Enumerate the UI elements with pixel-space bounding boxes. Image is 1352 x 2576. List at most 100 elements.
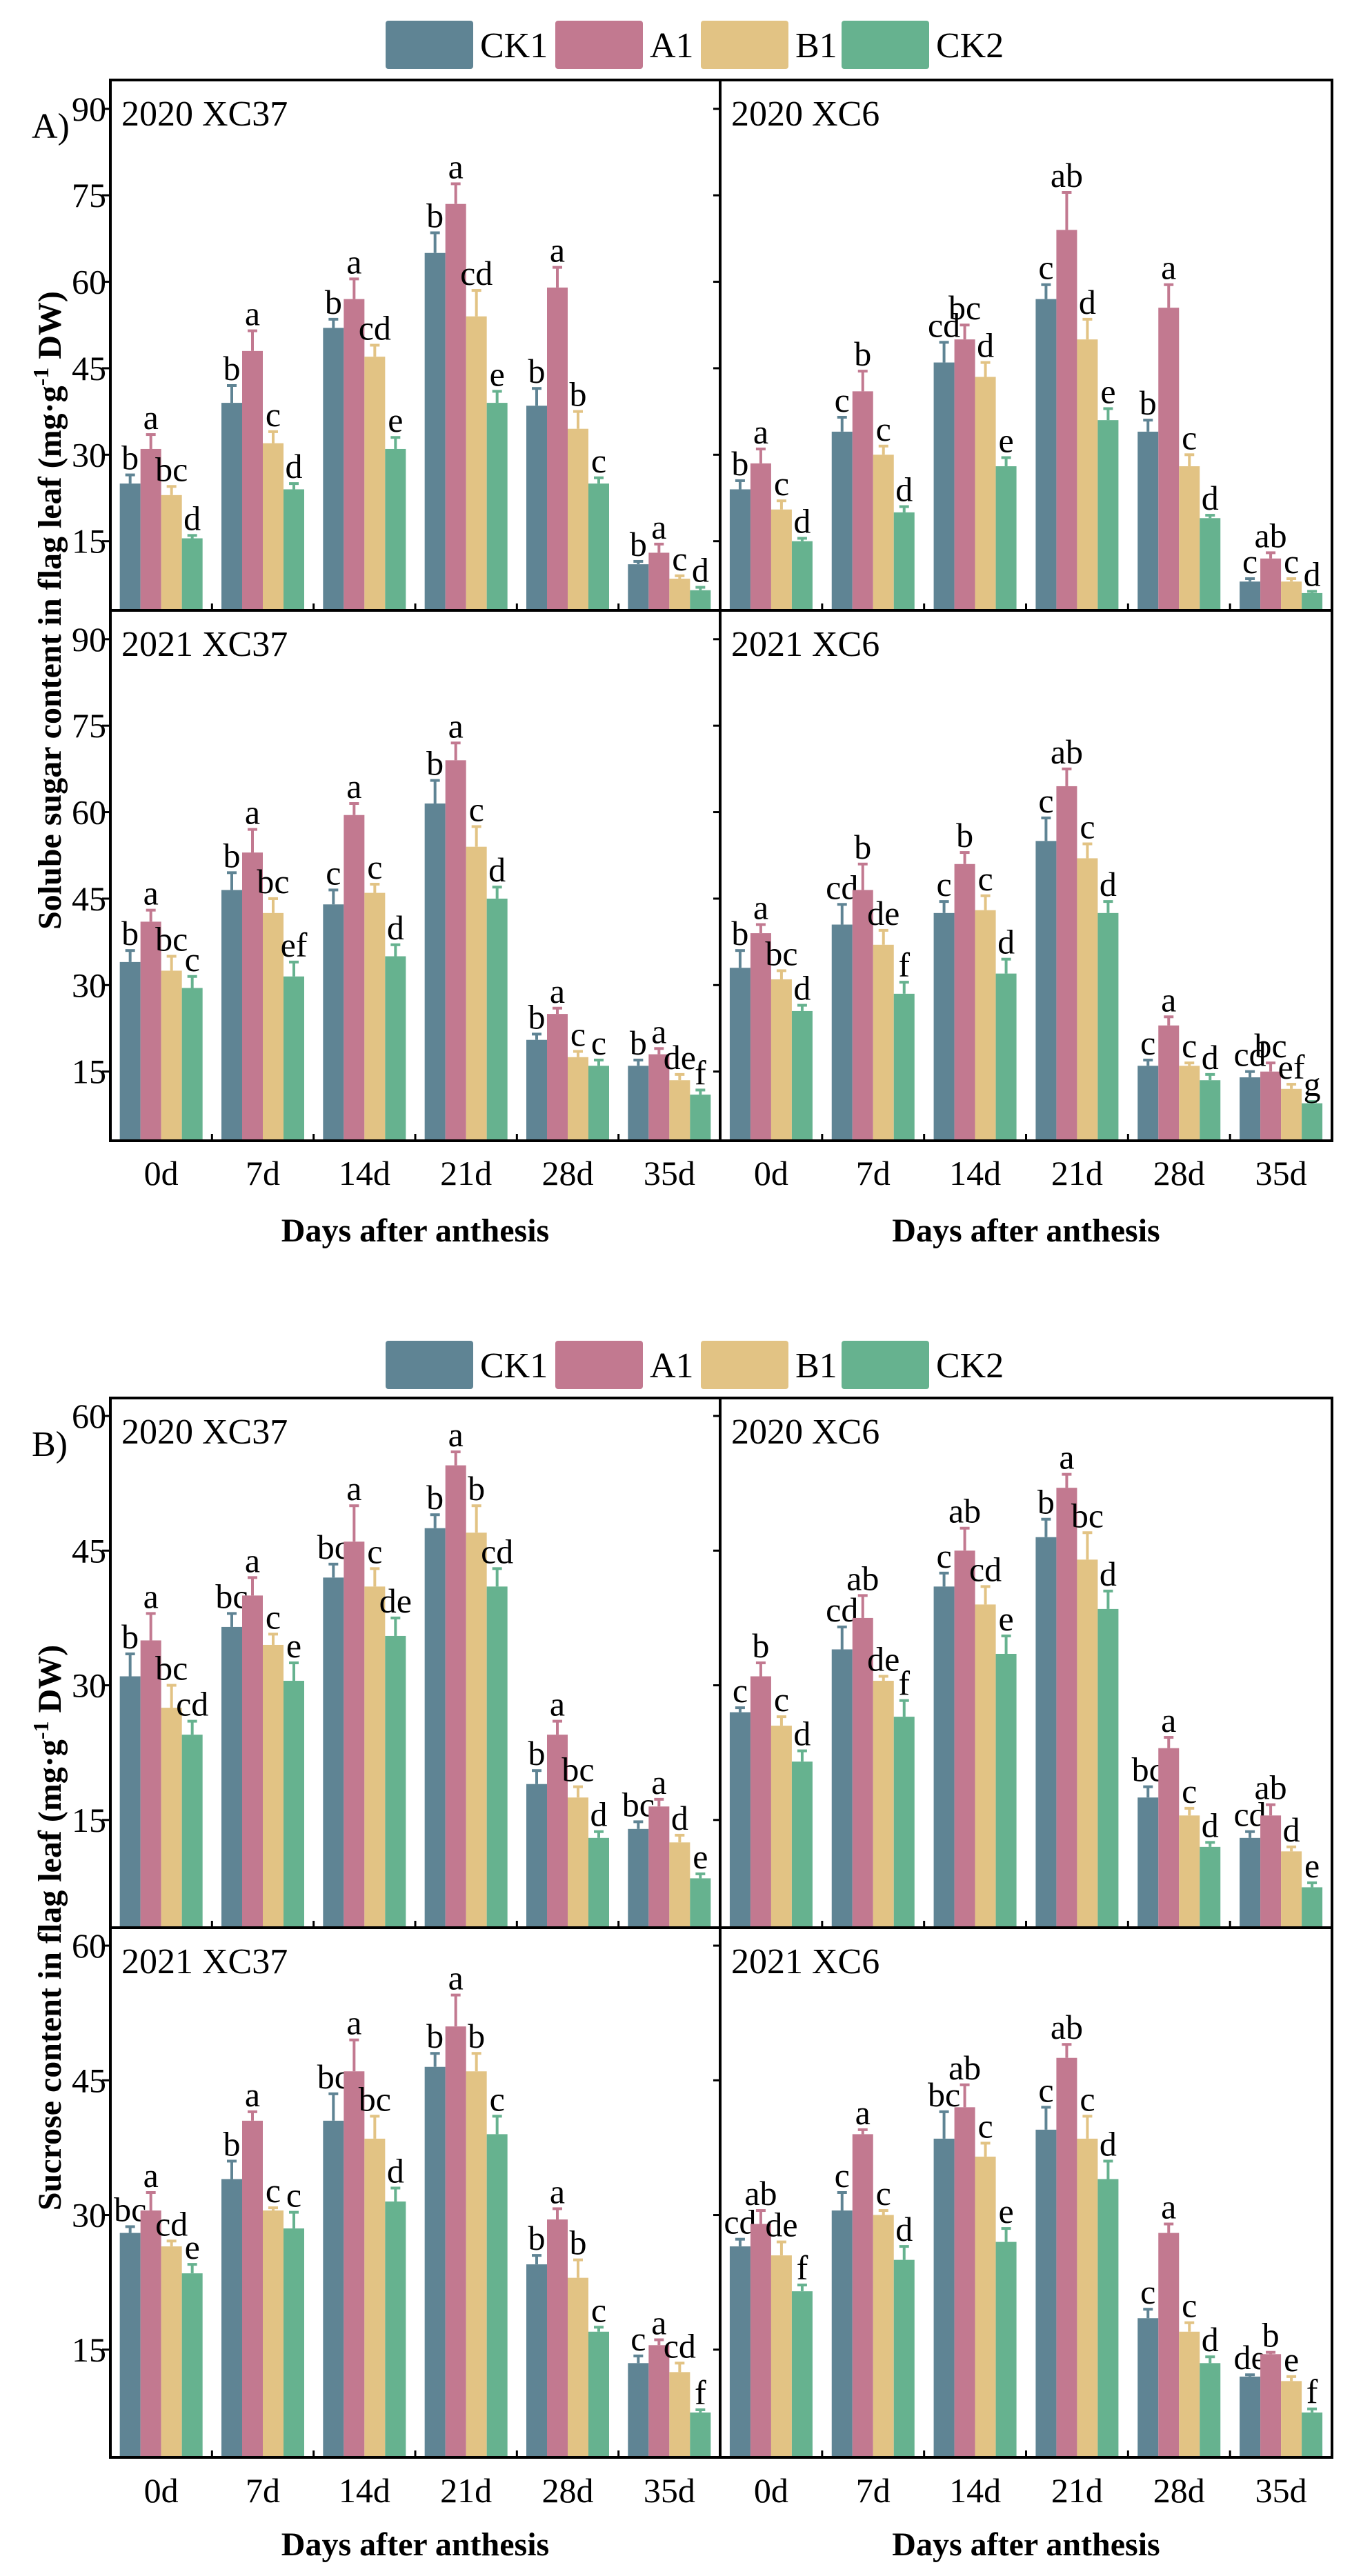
bar-b1-35d [1281,2381,1302,2457]
significance-letter: c [1038,248,1053,287]
significance-letter: d [977,326,994,365]
y-axis-title-main: Solube sugar content in flag leaf (mg·g [32,386,68,929]
significance-letter: d [387,908,404,947]
significance-letter: b [223,2124,241,2163]
bar-ck2-35d [690,590,711,610]
significance-letter: c [367,1532,382,1570]
bar-a1-35d [1260,558,1282,610]
legend-swatch-ck2 [842,1341,929,1389]
bar-a1-28d [1158,308,1180,610]
significance-letter: a [346,2004,361,2042]
significance-letter: e [286,1626,301,1665]
bar-b1-14d [975,910,996,1141]
significance-letter: ab [1051,156,1083,194]
bar-a1-7d [242,350,263,610]
significance-letter: c [591,1024,606,1062]
significance-letter: a [143,2156,159,2195]
significance-letter: a [550,231,565,270]
significance-letter: d [1079,283,1096,321]
bar-b1-7d [263,443,284,610]
bar-ck2-14d [385,956,406,1141]
significance-letter: b [121,439,139,477]
significance-letter: cd [928,306,960,344]
bar-ck2-7d [893,1717,915,1928]
bar-ck2-28d [1200,1846,1221,1928]
bar-b1-35d [669,579,690,610]
bar-a1-14d [954,1550,975,1928]
y-tick-label: 45 [72,879,106,918]
legend-label-ck1: CK1 [480,1346,548,1386]
significance-letter: bc [359,2079,391,2118]
legend-label-a1: A1 [650,26,694,66]
significance-letter: a [245,2075,260,2114]
bar-ck2-35d [690,1878,711,1928]
x-tick-label: 7d [246,1154,280,1192]
bar-ck2-35d [690,2412,711,2457]
y-tick-label: 75 [72,706,106,745]
significance-letter: f [797,2248,808,2287]
significance-letter: b [528,352,546,390]
bar-ck2-0d [791,1761,813,1928]
significance-letter: c [774,1680,789,1719]
bar-ck2-21d [486,1586,508,1928]
bar-a1-0d [140,921,161,1141]
bar-a1-7d [242,1595,263,1928]
significance-letter: c [835,2156,850,2195]
significance-letter: c [326,853,341,892]
bar-ck1-35d [1240,2376,1261,2457]
significance-letter: c [1080,808,1095,846]
y-axis-title-main: Sucrose content in flag leaf (mg·g [32,1739,68,2210]
bar-b1-28d [568,2277,588,2457]
bar-a1-35d [1260,1071,1282,1141]
significance-letter: d [286,447,303,486]
bar-ck1-28d [526,1039,547,1141]
significance-letter: d [671,1799,688,1837]
x-axis-title: Days after anthesis [281,2526,549,2563]
bar-b1-0d [161,495,182,610]
y-tick-label: 60 [72,263,106,301]
bar-ck1-21d [1035,2129,1057,2457]
significance-letter: a [143,1577,159,1615]
bar-b1-7d [873,2215,894,2457]
significance-letter: b [1037,1483,1055,1521]
significance-letter: a [448,706,464,745]
bar-a1-7d [852,391,873,610]
significance-letter: d [1283,1810,1300,1849]
significance-letter: c [266,1597,281,1636]
significance-letter: d [590,1795,608,1834]
bar-b1-0d [771,979,792,1141]
significance-letter: bc [257,862,289,901]
bar-a1-0d [140,1640,161,1928]
bar-a1-0d [140,448,161,610]
significance-letter: c [1038,781,1053,820]
significance-letter: ab [1051,2008,1083,2046]
significance-letter: c [490,2079,505,2118]
significance-letter: a [448,1959,464,1997]
x-tick-label: 0d [144,2471,179,2510]
bar-b1-21d [1077,2138,1098,2457]
bar-ck2-35d [1302,2412,1323,2457]
x-tick-label: 21d [1051,2471,1103,2510]
bar-ck2-14d [385,2201,406,2457]
significance-letter: d [793,502,811,541]
significance-letter: a [448,147,464,186]
significance-letter: e [388,401,403,439]
y-tick-label: 60 [72,1397,106,1435]
significance-letter: b [426,744,444,783]
bar-ck2-35d [1302,1887,1323,1928]
bar-ck1-28d [526,406,547,610]
bar-a1-35d [1260,1815,1282,1928]
bar-a1-7d [852,890,873,1141]
significance-letter: a [346,242,361,281]
bar-a1-28d [547,1014,568,1141]
bar-ck1-7d [221,890,242,1141]
bar-a1-0d [750,463,771,610]
bar-b1-21d [466,846,487,1141]
x-tick-label: 28d [542,2471,594,2510]
legend-label-ck2: CK2 [936,1346,1004,1386]
x-tick-label: 28d [1153,2471,1205,2510]
significance-letter: ab [1254,1768,1286,1807]
bar-ck2-0d [791,541,813,610]
